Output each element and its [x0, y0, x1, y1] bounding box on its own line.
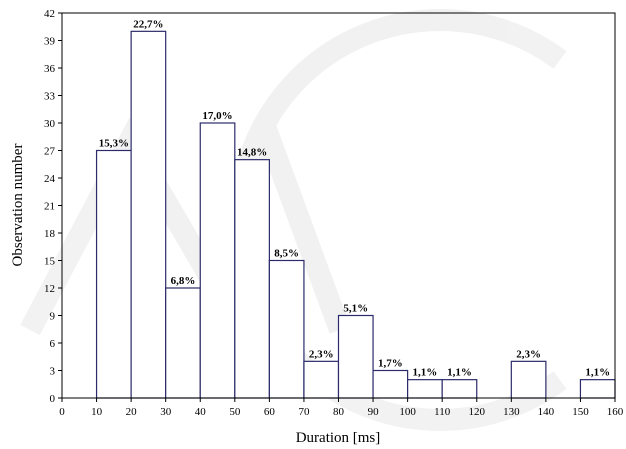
x-tick-label-90: 90	[368, 406, 380, 418]
bar-70-80	[303, 360, 340, 399]
y-tick-label-12: 12	[44, 283, 55, 295]
bar-110-120	[441, 379, 478, 399]
y-tick-label-0: 0	[50, 393, 56, 405]
bars-group	[95, 30, 616, 399]
x-tick-label-40: 40	[195, 406, 207, 418]
bar-100-110	[407, 379, 443, 399]
bar-20-30	[130, 30, 167, 399]
x-tick-label-110: 110	[434, 406, 451, 418]
y-tick-label-27: 27	[44, 146, 56, 158]
data-label-80-90: 5,1%	[343, 303, 368, 315]
x-tick-label-70: 70	[298, 406, 310, 418]
bar-90-100	[372, 369, 409, 399]
x-tick-label-120: 120	[469, 406, 486, 418]
y-tick-label-42: 42	[44, 8, 55, 20]
y-tick-label-24: 24	[44, 173, 56, 185]
bar-40-50	[199, 122, 236, 399]
data-label-130-140: 2,3%	[516, 348, 541, 360]
x-tick-label-60: 60	[264, 406, 276, 418]
y-tick-label-30: 30	[44, 118, 56, 130]
x-tick-label-160: 160	[607, 406, 624, 418]
data-label-50-60: 14,8%	[237, 147, 267, 159]
x-axis-ticks: 0 10 20 30 40 50 60 70 80 90 100 110 120 130 140 150 160	[59, 398, 624, 418]
bar-50-60	[234, 159, 270, 399]
x-tick-label-30: 30	[160, 406, 172, 418]
x-tick-label-100: 100	[399, 406, 416, 418]
bar-60-70	[268, 259, 305, 399]
data-label-110-120: 1,1%	[447, 367, 472, 379]
y-tick-label-3: 3	[50, 366, 56, 378]
x-tick-label-150: 150	[572, 406, 589, 418]
data-label-70-80: 2,3%	[309, 348, 334, 360]
y-tick-label-39: 39	[44, 36, 56, 48]
bar-150-160	[579, 379, 616, 399]
y-axis-label: Observation number	[10, 144, 26, 267]
y-tick-label-6: 6	[50, 338, 56, 350]
y-tick-label-33: 33	[44, 91, 56, 103]
x-tick-label-80: 80	[333, 406, 345, 418]
data-label-90-100: 1,7%	[378, 358, 403, 370]
x-tick-label-50: 50	[229, 406, 241, 418]
y-tick-label-15: 15	[44, 256, 56, 268]
y-tick-label-36: 36	[44, 63, 56, 75]
data-label-20-30: 22,7%	[133, 18, 163, 30]
x-tick-label-20: 20	[126, 406, 138, 418]
data-label-40-50: 17,0%	[202, 110, 232, 122]
x-axis-label: Duration [ms]	[296, 430, 381, 446]
x-tick-label-130: 130	[503, 406, 520, 418]
x-tick-label-140: 140	[538, 406, 555, 418]
data-label-30-40: 6,8%	[171, 275, 196, 287]
y-tick-label-9: 9	[50, 311, 56, 323]
y-tick-label-21: 21	[44, 201, 55, 213]
data-label-100-110: 1,1%	[413, 367, 438, 379]
data-label-60-70: 8,5%	[274, 248, 299, 260]
data-labels-group: 15,3% 22,7% 6,8% 17,0% 14,8% 8,5% 2,3% 5,1% 1,7%…	[99, 18, 610, 378]
x-tick-label-0: 0	[59, 406, 65, 418]
bar-10-20	[95, 149, 132, 399]
y-tick-label-18: 18	[44, 228, 56, 240]
x-tick-label-10: 10	[91, 406, 103, 418]
data-label-150-160: 1,1%	[585, 367, 610, 379]
bar-80-90	[337, 314, 374, 399]
bar-130-140	[510, 360, 547, 399]
bar-30-40	[165, 287, 201, 399]
data-label-10-20: 15,3%	[99, 138, 129, 150]
